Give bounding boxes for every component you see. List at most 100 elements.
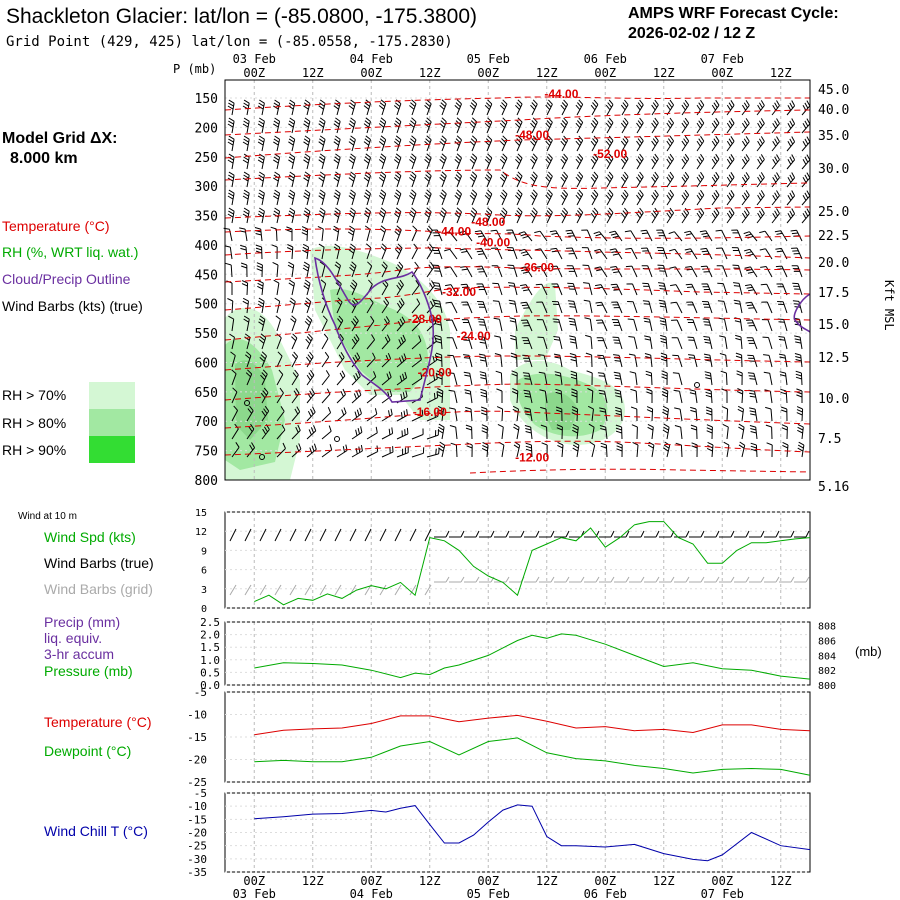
wind-barb [780, 406, 788, 422]
grid-wind-barb [569, 576, 585, 583]
wind-barb [444, 248, 458, 260]
wind-barb [575, 207, 584, 224]
legend-cloud: Cloud/Precip Outline [2, 271, 131, 287]
wind-barb [366, 426, 378, 440]
wind-barb [721, 406, 729, 422]
grid-wind-barb [394, 584, 402, 596]
dewpoint-line [254, 737, 811, 776]
wind-barb [706, 424, 713, 440]
wind-barb [257, 207, 265, 224]
surface-wind-barb [689, 530, 705, 538]
surface-wind-barb [379, 528, 387, 542]
date-label: 06 Feb [584, 52, 627, 66]
wind-barb [515, 135, 523, 152]
wind-barb [741, 118, 750, 134]
pressure-tick-label: 350 [195, 210, 218, 225]
grid-wind-barb [524, 576, 540, 583]
wind-barb [469, 207, 478, 224]
wind-tick-label: 12 [195, 527, 207, 538]
wind-barb [631, 424, 638, 440]
wind-barb [258, 333, 267, 350]
wind-barb [668, 231, 683, 242]
height-tick-label: 20.0 [818, 256, 849, 271]
wind-barb [464, 389, 473, 404]
wind-barb [393, 99, 402, 116]
date-label: 03 Feb [233, 887, 276, 900]
pressure-label: Pressure (mb) [44, 663, 133, 679]
wind-barb [227, 207, 235, 224]
wind-barb [348, 207, 356, 224]
wind-barb [628, 336, 638, 350]
wind-barb [465, 406, 473, 422]
precip-label: Precip (mm) [44, 614, 120, 630]
grid-wind-barb [304, 584, 312, 596]
wind-barb [433, 282, 443, 296]
wind-barb [801, 136, 811, 152]
wind-barb [305, 333, 313, 350]
height-tick-label: 15.0 [818, 318, 849, 333]
wind-barb [663, 441, 671, 458]
wind-barb [555, 388, 563, 404]
wind-barb [378, 99, 387, 116]
wind-barb [771, 208, 780, 224]
wind-barb [726, 136, 735, 152]
wind-barb [731, 229, 743, 242]
wind-barb [524, 407, 533, 422]
temperature-label: Temperature (°C) [44, 714, 152, 730]
wind-barb [306, 425, 317, 440]
wind-barb [499, 117, 508, 134]
wind-barb [801, 172, 811, 188]
wind-barb [288, 99, 296, 116]
surface-wind-barb [719, 530, 735, 538]
wind-barb [741, 154, 750, 170]
wind-barb [463, 371, 473, 386]
wind-barb [396, 446, 409, 458]
wind-barb [511, 388, 519, 404]
wind-barb [475, 265, 488, 278]
legend-rh: RH (%, WRT liq. wat.) [2, 244, 138, 260]
wind-barb [552, 318, 563, 332]
wind-barb [716, 265, 728, 278]
wind-barb [275, 315, 281, 332]
wind-barb [545, 99, 553, 116]
wind-barb [227, 117, 235, 134]
wind-barb [771, 100, 780, 116]
wind-barb [465, 424, 473, 440]
wind-barb [351, 334, 360, 350]
wind-barb [582, 264, 593, 278]
calm-wind-marker [244, 400, 250, 406]
wind-barb [746, 337, 758, 350]
upper-air-wind-barbs [223, 99, 811, 460]
legend-rh80: RH > 80% [2, 415, 66, 431]
wind-barb [744, 248, 758, 260]
wind-barb [424, 153, 432, 170]
wind-barb [366, 371, 377, 386]
precip-tick-label: 1.5 [200, 641, 220, 654]
grid-wind-barb [629, 576, 645, 583]
wind-barb [424, 207, 432, 224]
wind-barb [627, 318, 638, 332]
height-tick-label: 25.0 [818, 205, 849, 220]
wind-barb [750, 442, 758, 458]
grid-wind-barb [259, 584, 267, 596]
wind-barb [333, 207, 341, 224]
bottom-time-axis: 00Z 12Z 00Z 12Z 00Z 12Z 00Z 12Z 00Z 12Z 03 Feb 04 F… [233, 874, 792, 900]
wind-barb [593, 231, 608, 242]
time-tick-label: 12Z [770, 874, 792, 888]
wind-barb [303, 153, 311, 170]
wind-barb [571, 406, 579, 422]
grid-wind-barb [364, 584, 372, 596]
wind-barb [303, 189, 311, 206]
wind-barb [731, 247, 743, 260]
wind-barb [771, 172, 780, 188]
wind-barb [587, 388, 594, 404]
wind-barb [396, 334, 406, 350]
temperature-line [254, 714, 811, 736]
wind-barb [304, 315, 313, 332]
wind-barb [394, 225, 402, 242]
wind-barb [790, 229, 803, 242]
wind-barb [381, 334, 391, 350]
wind-barb [510, 334, 518, 350]
wind-barb [480, 388, 488, 404]
wind-barb [575, 189, 584, 206]
